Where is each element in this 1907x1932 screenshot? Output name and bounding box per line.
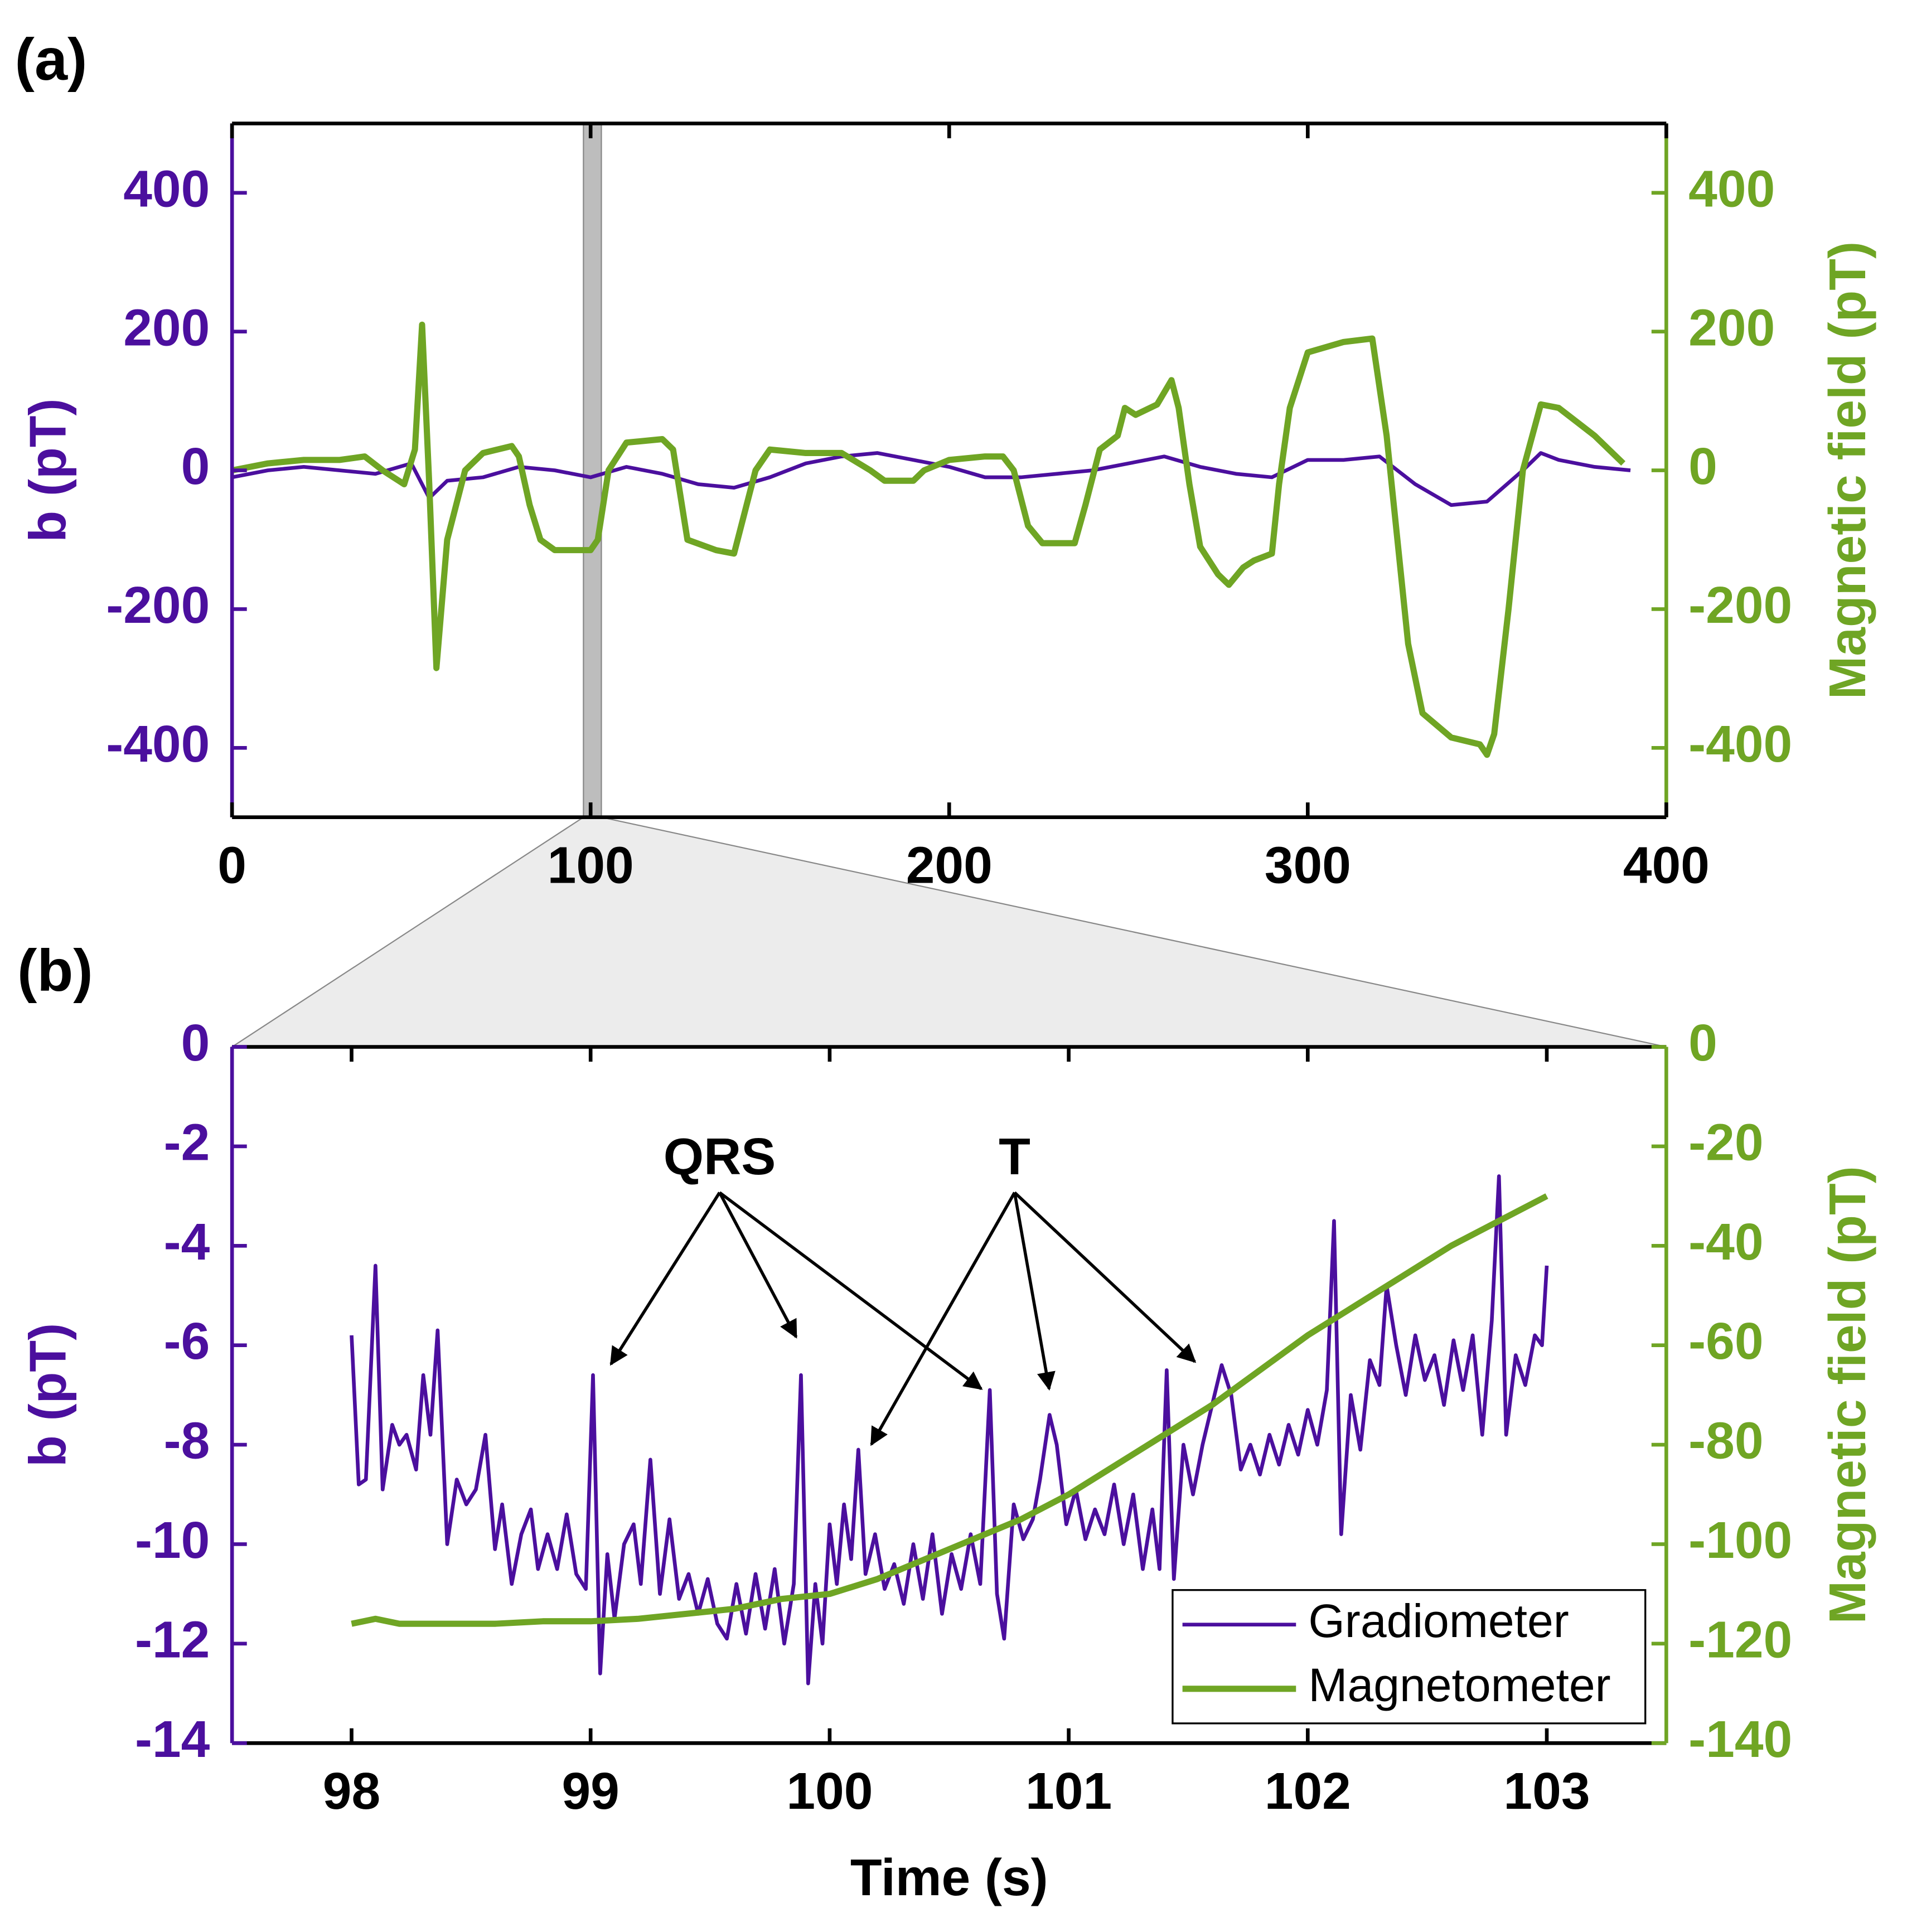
y-tick-label: 0: [181, 1014, 210, 1072]
arrow: [718, 1191, 983, 1391]
x-axis-label: Time (s): [850, 1848, 1048, 1906]
y-axis-label: b (pT): [19, 398, 77, 542]
x-tick-label: 100: [548, 836, 634, 894]
x-tick-label: 100: [786, 1762, 873, 1820]
y2-tick-label: -60: [1688, 1312, 1763, 1370]
series-line: [232, 451, 1631, 507]
y2-tick-label: 200: [1688, 298, 1775, 356]
y-tick-label: -6: [164, 1312, 210, 1370]
legend-label: Gradiometer: [1308, 1595, 1569, 1647]
arrow: [1013, 1191, 1197, 1363]
annotation: QRS: [664, 1127, 776, 1185]
x-tick-label: 102: [1265, 1762, 1351, 1820]
y2-tick-label: -100: [1688, 1511, 1792, 1569]
y2-tick-label: 0: [1688, 1014, 1717, 1072]
x-tick-label: 103: [1503, 1762, 1590, 1820]
panel-label: (b): [17, 937, 93, 1004]
legend-box: [1172, 1589, 1647, 1725]
x-tick-label: 200: [906, 836, 993, 894]
y2-tick-label: -120: [1688, 1610, 1792, 1668]
arrow: [870, 1192, 1016, 1446]
y2-axis-label: Magnetic field (pT): [1818, 1166, 1876, 1624]
x-tick-label: 101: [1025, 1762, 1112, 1820]
y-axis-label: b (pT): [19, 1323, 77, 1467]
y-tick-label: -4: [164, 1213, 210, 1271]
y2-tick-label: -80: [1688, 1412, 1763, 1470]
x-tick-label: 300: [1265, 836, 1351, 894]
series-line: [350, 1174, 1549, 1686]
y2-axis-label: Magnetic field (pT): [1818, 241, 1876, 699]
highlight-band: [583, 123, 602, 818]
annotation: T: [999, 1127, 1030, 1185]
x-tick-label: 98: [323, 1762, 380, 1820]
annotation-arrows: [609, 1191, 1197, 1446]
arrow: [1013, 1192, 1056, 1391]
x-tick-label: 0: [217, 836, 246, 894]
y-tick-label: -200: [106, 576, 210, 634]
y2-tick-label: -20: [1688, 1113, 1763, 1171]
y2-tick-label: -400: [1688, 715, 1792, 773]
y-tick-label: -12: [135, 1610, 210, 1668]
y2-tick-label: -140: [1688, 1710, 1792, 1768]
y-tick-label: -8: [164, 1412, 210, 1470]
y-tick-label: 400: [123, 159, 210, 217]
y-tick-label: 200: [123, 298, 210, 356]
y2-tick-label: -200: [1688, 576, 1792, 634]
y2-tick-label: 0: [1688, 437, 1717, 495]
panel-label: (a): [15, 26, 88, 93]
y2-tick-label: -40: [1688, 1213, 1763, 1271]
arrow: [718, 1192, 798, 1339]
series-line: [351, 1193, 1548, 1627]
series-line: [232, 321, 1626, 758]
x-tick-label: 400: [1623, 836, 1710, 894]
y2-tick-label: 400: [1688, 159, 1775, 217]
legend-label: Magnetometer: [1308, 1659, 1610, 1711]
y-tick-label: -10: [135, 1511, 210, 1569]
y-tick-label: -400: [106, 715, 210, 773]
y-tick-label: 0: [181, 437, 210, 495]
x-tick-label: 99: [562, 1762, 619, 1820]
arrow: [609, 1192, 721, 1366]
y-tick-label: -2: [164, 1113, 210, 1171]
y-tick-label: -14: [135, 1710, 210, 1768]
